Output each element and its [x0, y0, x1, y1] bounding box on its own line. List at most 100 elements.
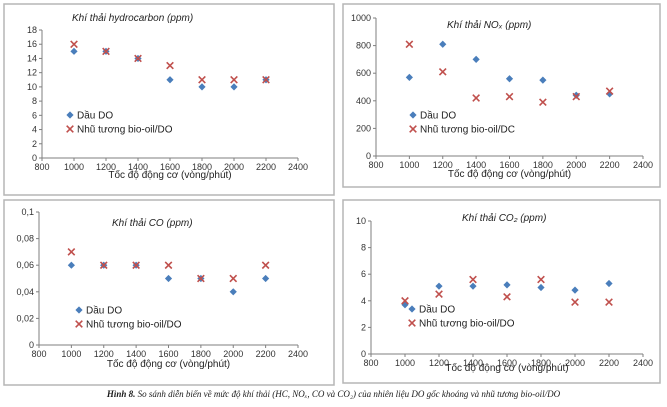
y-tick-label: 0,08 — [16, 234, 34, 244]
legend-diamond-icon — [408, 305, 416, 313]
x-tick-label: 1800 — [191, 349, 211, 359]
data-point-x — [229, 274, 238, 283]
y-tick-label: 2 — [361, 322, 366, 332]
data-point-diamond — [571, 286, 579, 294]
y-tick-label: 12 — [27, 68, 37, 78]
data-point-diamond — [229, 288, 237, 296]
x-axis-label: Tốc độ động cơ (vòng/phút) — [448, 168, 571, 180]
data-point-x — [571, 298, 579, 306]
y-tick-label: 8 — [32, 96, 37, 106]
y-tick-label: 600 — [356, 68, 371, 78]
x-tick-label: 1400 — [128, 162, 148, 172]
data-point-x — [605, 298, 613, 306]
data-point-x — [166, 61, 174, 70]
data-point-x — [537, 275, 545, 284]
figure-caption: Hình 8. So sánh diễn biến về mức độ khí … — [0, 389, 667, 399]
x-tick-label: 2400 — [633, 358, 653, 368]
legend-label: Dầu DO — [420, 110, 456, 122]
data-point-diamond — [605, 279, 613, 288]
data-point-x — [262, 75, 270, 84]
y-tick-label: 6 — [361, 269, 366, 279]
legend-x-icon — [408, 319, 416, 327]
x-tick-label: 2000 — [565, 358, 585, 368]
x-tick-label: 800 — [34, 162, 49, 172]
data-point-diamond — [198, 83, 206, 91]
y-tick-label: 2 — [32, 139, 37, 149]
x-tick-label: 2000 — [224, 162, 244, 172]
data-point-x — [472, 94, 480, 102]
panel-border — [3, 3, 335, 196]
x-tick-label: 1000 — [399, 160, 419, 170]
data-point-x — [572, 92, 581, 101]
y-tick-label: 400 — [356, 96, 371, 106]
x-tick-label: 1600 — [158, 349, 178, 359]
legend-x-icon — [66, 125, 74, 133]
data-point-diamond — [67, 261, 75, 269]
y-tick-label: 1000 — [351, 13, 371, 23]
chart-title: Khí thải CO (ppm) — [112, 217, 193, 229]
series-nhu-tuong — [70, 40, 270, 84]
data-point-x — [132, 261, 140, 270]
x-tick-label: 1200 — [429, 358, 449, 368]
data-point-x — [197, 274, 205, 283]
data-point-diamond — [164, 274, 173, 283]
data-point-diamond — [70, 47, 78, 55]
x-tick-label: 2200 — [256, 162, 276, 172]
legend-label: Dầu DO — [419, 304, 455, 316]
series-nhu-tuong — [401, 275, 613, 306]
chart-legend: Dầu DO Nhũ tương bio-oil/DO — [408, 304, 515, 330]
series-nhu-tuong — [67, 248, 270, 283]
y-tick-label: 16 — [27, 39, 37, 49]
series-dau-do — [405, 40, 614, 99]
x-tick-label: 1000 — [395, 358, 415, 368]
legend-label: Nhũ tương bio-oil/DC — [420, 125, 515, 136]
chart-legend: Dầu DO Nhũ tương bio-oil/DC — [409, 110, 515, 136]
data-point-x — [401, 296, 409, 305]
y-tick-label: 8 — [361, 243, 366, 253]
y-tick-label: 4 — [32, 125, 37, 135]
x-tick-label: 1400 — [463, 358, 483, 368]
y-tick-label: 4 — [361, 296, 366, 306]
y-tick-label: 800 — [356, 41, 371, 51]
data-point-x — [438, 67, 447, 76]
data-point-diamond — [505, 75, 514, 83]
x-tick-label: 1000 — [64, 162, 84, 172]
legend-label: Nhũ tương bio-oil/DO — [419, 319, 515, 330]
data-point-diamond — [405, 73, 413, 81]
chart-legend: Dầu DO Nhũ tương bio-oil/DO — [75, 305, 182, 331]
x-tick-label: 1800 — [533, 160, 553, 170]
chart-legend: Dầu DO Nhũ tương bio-oil/DO — [66, 110, 173, 136]
x-tick-label: 1000 — [61, 349, 81, 359]
x-axis-label: Tốc độ động cơ (vòng/phút) — [108, 169, 231, 181]
data-point-diamond — [472, 55, 480, 63]
chart-panel-2: 0 200 400 600 800 1000 800 1000 1200 1400 1600 1800… — [342, 3, 661, 188]
data-point-x — [70, 40, 78, 49]
y-tick-label: 6 — [32, 110, 37, 120]
data-point-x — [503, 292, 511, 301]
legend-diamond-icon — [75, 306, 83, 314]
x-axis-label: Tốc độ động cơ (vòng/phút) — [107, 358, 230, 370]
data-point-x — [230, 75, 238, 84]
data-point-x — [605, 87, 614, 96]
panel-border — [3, 199, 335, 386]
chart-title: Khí thải CO₂ (ppm) — [462, 212, 546, 224]
data-point-diamond — [503, 281, 511, 289]
y-tick-label: 10 — [356, 216, 366, 226]
y-tick-label: 0,06 — [16, 260, 34, 270]
x-tick-label: 2000 — [566, 160, 586, 170]
data-point-diamond — [572, 91, 580, 99]
chart-panel-4: 0 2 4 6 8 10 800 1000 1200 1400 1600 1800 2000 2200 24… — [342, 199, 661, 384]
y-tick-label: 200 — [356, 123, 371, 133]
y-tick-label: 0,1 — [21, 207, 34, 217]
chart-title: Khí thải hydrocarbon (ppm) — [72, 12, 193, 24]
data-point-x — [261, 261, 270, 270]
y-tick-label: 0 — [32, 153, 37, 163]
data-point-x — [505, 92, 514, 101]
data-point-x — [405, 40, 414, 49]
x-tick-label: 2000 — [223, 349, 243, 359]
x-tick-label: 1200 — [433, 160, 453, 170]
panel-border — [342, 199, 661, 384]
y-tick-label: 18 — [27, 25, 37, 35]
data-point-diamond — [537, 283, 545, 292]
legend-label: Nhũ tương bio-oil/DO — [77, 125, 173, 136]
